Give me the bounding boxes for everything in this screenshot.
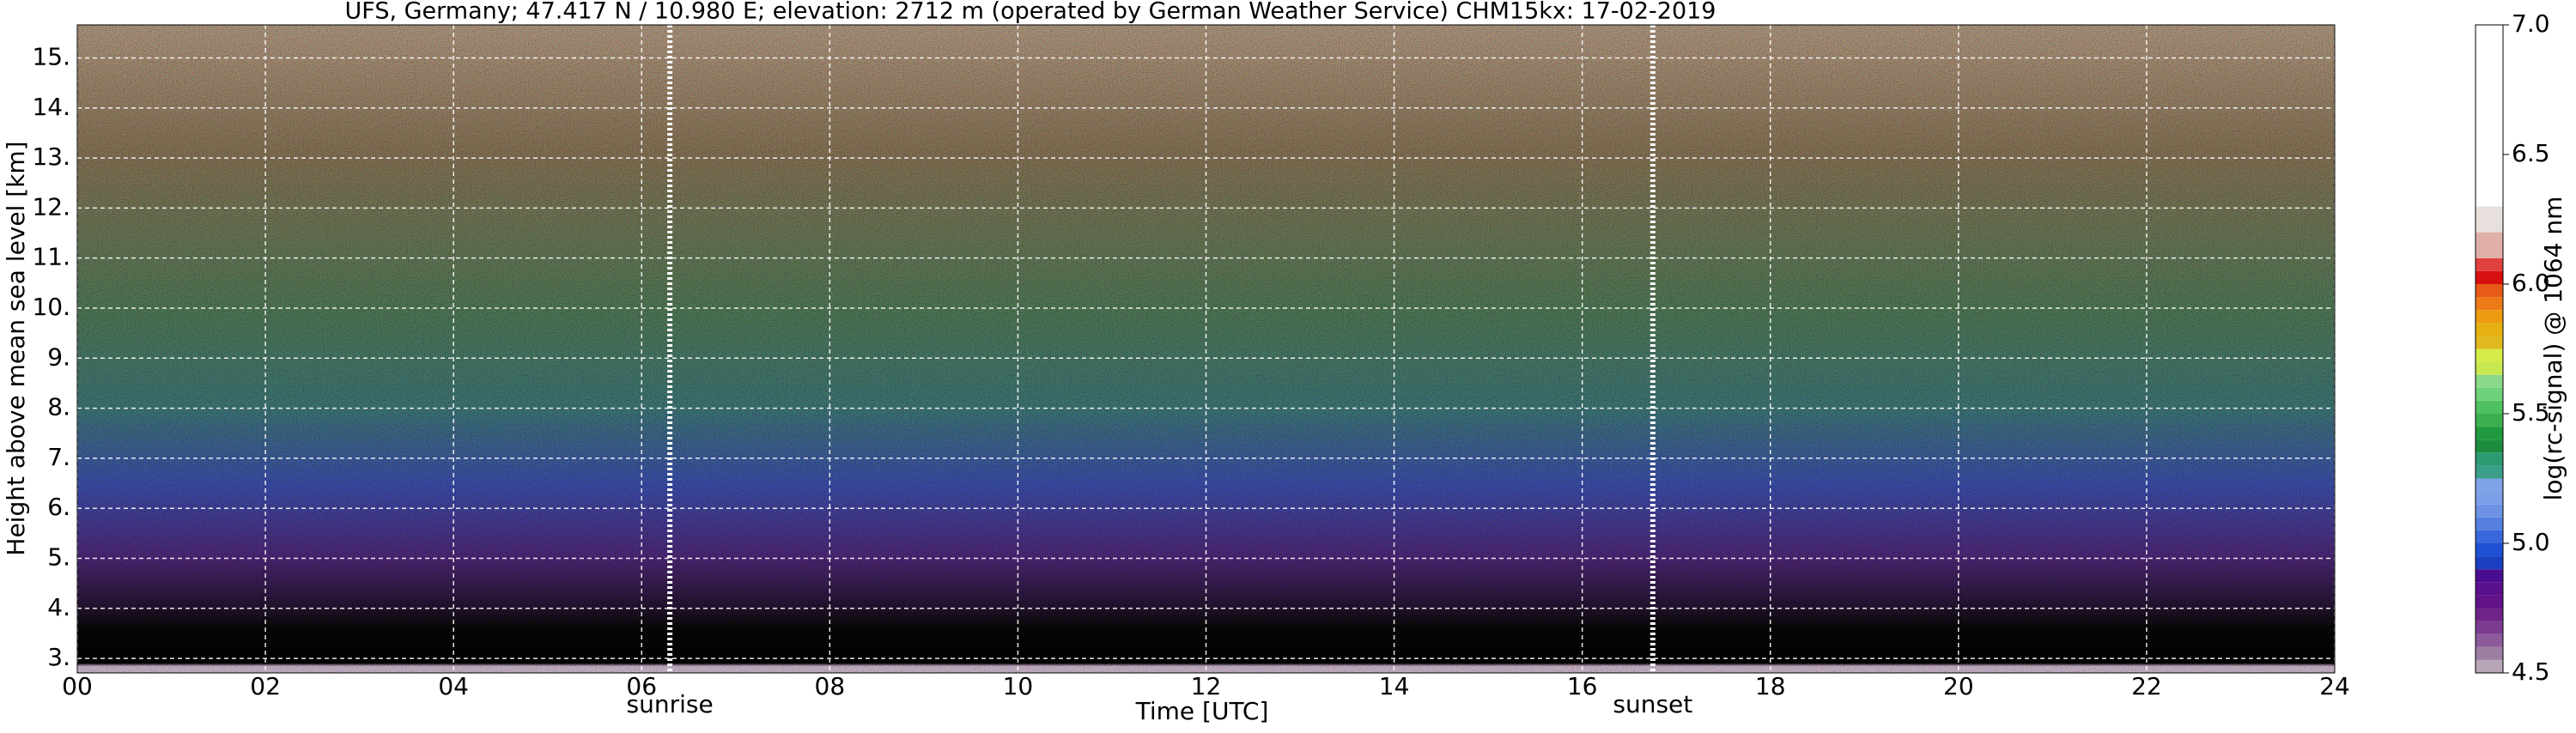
colorbar-segment — [2476, 25, 2503, 207]
colorbar-segment — [2476, 284, 2503, 298]
colorbar-segment — [2476, 659, 2503, 673]
colorbar-segment — [2476, 232, 2503, 258]
colorbar-segment — [2476, 504, 2503, 518]
colorbar-segment — [2476, 621, 2503, 634]
annotation-label: sunset — [1613, 690, 1692, 718]
x-tick-label: 08 — [815, 672, 846, 700]
y-tick-label: 5. — [47, 542, 70, 571]
colorbar-segment — [2476, 569, 2503, 583]
colorbar-segment — [2476, 452, 2503, 466]
colorbar-tick-label: 5.0 — [2512, 528, 2550, 556]
x-tick-label: 18 — [1755, 672, 1786, 700]
x-tick-label: 00 — [62, 672, 93, 700]
y-tick-label: 10. — [32, 293, 70, 321]
colorbar-tick-label: 6.0 — [2512, 269, 2550, 297]
colorbar-segment — [2476, 646, 2503, 660]
colorbar-tick-label: 4.5 — [2512, 657, 2550, 686]
colorbar-segment — [2476, 400, 2503, 414]
colorbar-segment — [2476, 361, 2503, 375]
x-tick-label: 20 — [1943, 672, 1974, 700]
colorbar-segment — [2476, 297, 2503, 311]
x-tick-label: 12 — [1191, 672, 1222, 700]
colorbar-segment — [2476, 336, 2503, 349]
x-tick-label: 02 — [250, 672, 281, 700]
x-tick-label: 10 — [1003, 672, 1034, 700]
x-tick-label: 04 — [438, 672, 469, 700]
y-tick-label: 4. — [47, 593, 70, 621]
colorbar-segment — [2476, 323, 2503, 336]
colorbar-segment — [2476, 257, 2503, 271]
colorbar-segment — [2476, 608, 2503, 621]
colorbar-frame — [2475, 24, 2504, 674]
colorbar-segment — [2476, 387, 2503, 401]
colorbar-segment — [2476, 478, 2503, 492]
x-tick-label: 24 — [2319, 672, 2350, 700]
plot-frame — [76, 24, 2336, 674]
colorbar-segment — [2476, 491, 2503, 505]
y-tick-label: 14. — [32, 93, 70, 121]
y-tick-label: 7. — [47, 443, 70, 471]
y-tick-label: 6. — [47, 493, 70, 521]
colorbar-segment — [2476, 633, 2503, 647]
colorbar-segment — [2476, 582, 2503, 596]
colorbar-tick-label: 7.0 — [2512, 9, 2550, 38]
x-axis-label: Time [UTC] — [1135, 697, 1269, 725]
colorbar-segment — [2476, 310, 2503, 324]
colorbar-segment — [2476, 556, 2503, 570]
y-axis-label: Height above mean sea level [km] — [2, 141, 30, 555]
y-tick-label: 11. — [32, 243, 70, 271]
colorbar-segment — [2476, 270, 2503, 284]
colorbar-segment — [2476, 543, 2503, 557]
colorbar-tick-label: 6.5 — [2512, 139, 2550, 167]
chart-title: UFS, Germany; 47.417 N / 10.980 E; eleva… — [345, 0, 1716, 25]
colorbar-segment — [2476, 374, 2503, 388]
y-tick-label: 3. — [47, 643, 70, 671]
x-tick-label: 22 — [2131, 672, 2162, 700]
y-tick-label: 8. — [47, 393, 70, 421]
colorbar-segment — [2476, 517, 2503, 530]
colorbar-segment — [2476, 530, 2503, 543]
colorbar-segment — [2476, 206, 2503, 233]
y-tick-label: 13. — [32, 142, 70, 171]
x-tick-label: 16 — [1567, 672, 1598, 700]
y-tick-label: 15. — [32, 42, 70, 70]
y-tick-label: 12. — [32, 192, 70, 221]
annotation-label: sunrise — [627, 690, 714, 718]
colorbar-segment — [2476, 439, 2503, 453]
colorbar-segment — [2476, 348, 2503, 362]
x-tick-label: 06 — [626, 672, 657, 700]
plot-texture — [77, 25, 2335, 673]
colorbar-segment — [2476, 414, 2503, 427]
y-tick-label: 9. — [47, 342, 70, 371]
colorbar-segment — [2476, 465, 2503, 479]
colorbar-label: log(rc-signal) @ 1064 nm — [2539, 197, 2567, 501]
chart-layer: 3. 4. 5. 6. 7. 8. 9. 10. 11. 12. 13. 14. 15. 00 02 04 06… — [32, 9, 2549, 718]
colorbar-segment — [2476, 427, 2503, 440]
colorbar-tick-label: 5.5 — [2512, 398, 2550, 427]
colorbar-segment — [2476, 595, 2503, 609]
x-tick-label: 14 — [1379, 672, 1410, 700]
